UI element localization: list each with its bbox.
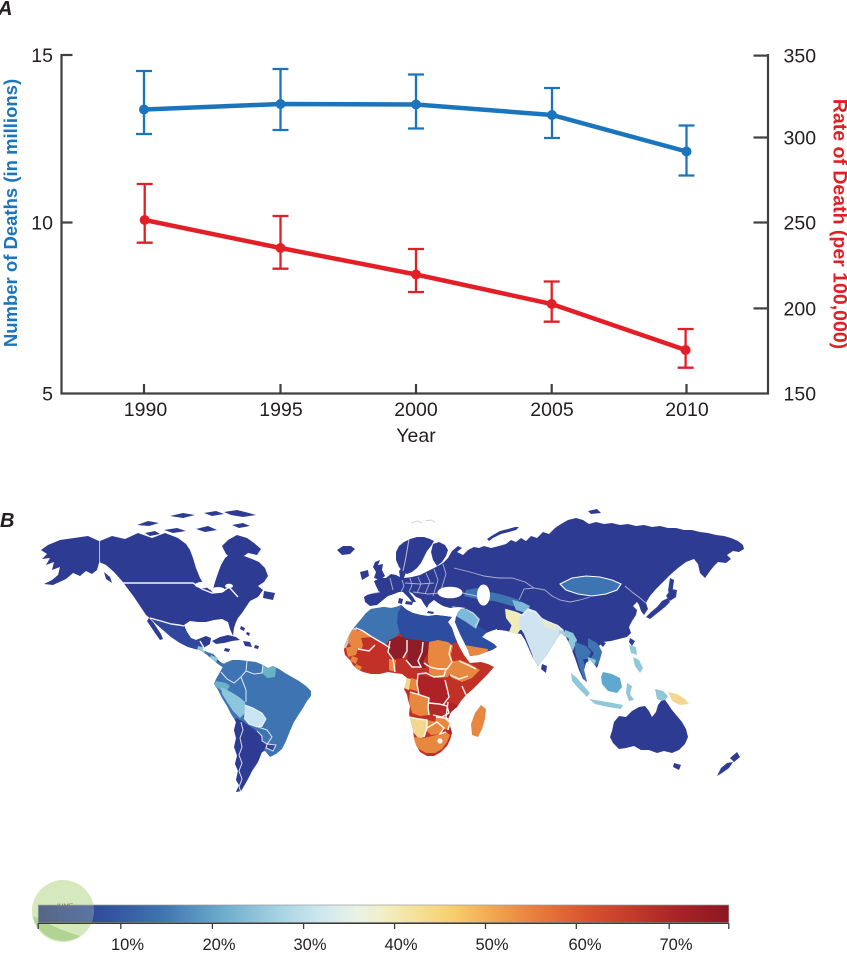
svg-text:Number of Deaths (in millions): Number of Deaths (in millions) (0, 79, 21, 347)
svg-text:A: A (0, 0, 12, 20)
svg-text:50%: 50% (475, 936, 508, 953)
svg-text:70%: 70% (659, 936, 692, 953)
svg-text:150: 150 (784, 384, 817, 406)
svg-text:Year: Year (396, 425, 436, 447)
svg-text:IHME: IHME (57, 903, 74, 910)
svg-text:1990: 1990 (124, 399, 168, 421)
svg-text:300: 300 (784, 128, 817, 150)
svg-text:5: 5 (42, 384, 53, 406)
svg-text:B: B (0, 510, 14, 532)
svg-text:2010: 2010 (665, 399, 709, 421)
svg-text:10: 10 (31, 213, 53, 235)
svg-text:1995: 1995 (259, 399, 303, 421)
svg-text:40%: 40% (384, 936, 417, 953)
svg-text:10%: 10% (111, 936, 144, 953)
svg-text:30%: 30% (293, 936, 326, 953)
svg-text:200: 200 (784, 298, 817, 320)
svg-text:2005: 2005 (530, 399, 574, 421)
svg-text:15: 15 (31, 45, 53, 67)
svg-text:60%: 60% (568, 936, 601, 953)
svg-text:20%: 20% (202, 936, 235, 953)
svg-text:Rate of Death (per 100,000): Rate of Death (per 100,000) (829, 99, 847, 349)
svg-text:2000: 2000 (394, 399, 438, 421)
svg-text:250: 250 (784, 213, 817, 235)
svg-text:350: 350 (784, 46, 817, 68)
